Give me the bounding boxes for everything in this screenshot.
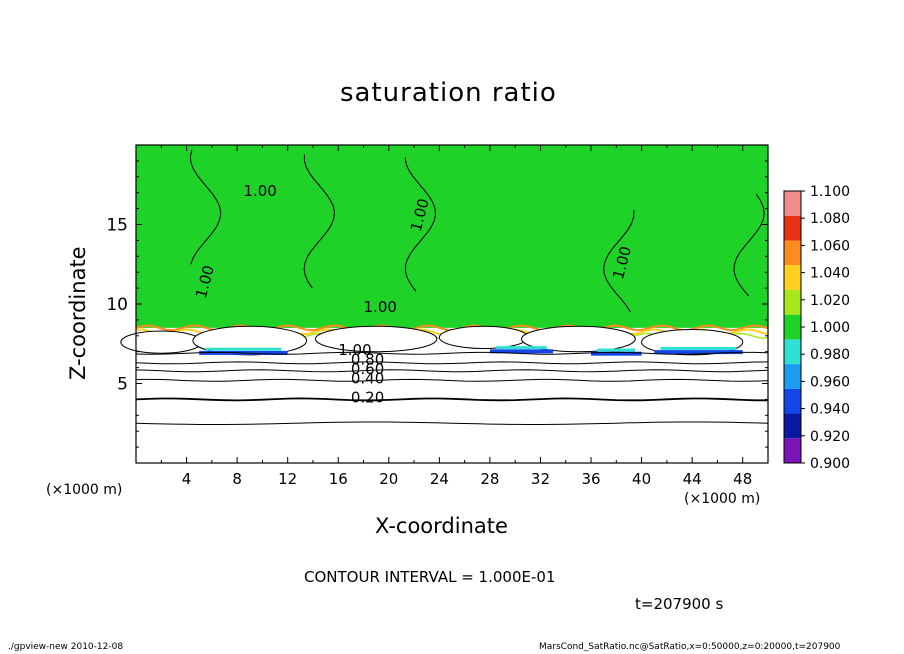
- colorbar-swatch: [784, 438, 801, 463]
- x-tick-label: 28: [480, 470, 499, 488]
- subsaturated-band: [597, 348, 636, 352]
- y-tick-label: 5: [117, 375, 128, 395]
- contour-label: 1.00: [338, 341, 371, 359]
- chart-title: saturation ratio: [340, 78, 557, 108]
- colorbar-label: 1.000: [810, 320, 850, 336]
- contour-label: 0.80: [351, 350, 384, 368]
- contour-line: [733, 194, 765, 297]
- contour-label: 1.00: [364, 298, 397, 316]
- contour-label: 0.20: [351, 389, 384, 407]
- dry-patch: [314, 325, 438, 353]
- dry-patch: [521, 325, 636, 353]
- colorbar-label: 1.080: [810, 211, 850, 227]
- colorbar-label: 0.920: [810, 429, 850, 445]
- x-tick-label: 32: [531, 470, 550, 488]
- colorbar-swatch: [784, 413, 801, 439]
- contour-line: [135, 351, 769, 355]
- colorbar-swatch: [784, 191, 801, 216]
- contour-line: [135, 378, 769, 382]
- footer-right: MarsCond_SatRatio.nc@SatRatio,x=0:50000,…: [539, 642, 841, 652]
- colorbar-label: 0.980: [810, 347, 850, 363]
- x-tick-label: 8: [232, 470, 242, 488]
- colorbar-swatch: [784, 388, 801, 414]
- contour-line: [135, 421, 769, 425]
- time-label: t=207900 s: [635, 595, 724, 613]
- colorbar-swatch: [784, 215, 801, 241]
- x-axis-label: X-coordinate: [375, 514, 508, 538]
- subsaturated-band: [496, 346, 547, 350]
- x-unit-label-right: (×1000 m): [684, 491, 761, 507]
- x-tick-label: 24: [430, 470, 449, 488]
- subsaturated-band: [489, 349, 554, 354]
- colorbar-label: 1.060: [810, 238, 850, 254]
- subsaturated-band: [660, 346, 737, 350]
- contour-line: [135, 397, 768, 402]
- colorbar-swatch: [784, 314, 801, 340]
- colorbar-swatch: [784, 364, 801, 389]
- x-tick-label: 40: [632, 470, 651, 488]
- subsaturated-band: [654, 350, 743, 355]
- x-tick-label: 16: [329, 470, 348, 488]
- colorbar-swatch: [784, 265, 801, 290]
- y-axis-label: Z-coordinate: [66, 246, 90, 380]
- subsaturated-band: [591, 351, 642, 356]
- footer-left: ./gpview-new 2010-12-08: [8, 642, 124, 652]
- dry-patch: [120, 330, 203, 354]
- contour-line: [189, 149, 222, 265]
- y-tick-label: 10: [106, 295, 128, 315]
- colorbar-swatch: [784, 289, 801, 315]
- contour-line: [135, 361, 769, 365]
- x-tick-label: 48: [733, 470, 752, 488]
- contour-line: [404, 157, 437, 292]
- colorbar-label: 1.020: [810, 293, 850, 309]
- contour-line: [303, 154, 335, 289]
- colorbar-label: 0.940: [810, 402, 850, 418]
- saturated-region: [136, 145, 768, 328]
- dry-patch: [438, 325, 529, 350]
- contour-label: 0.40: [351, 370, 384, 388]
- contour-label: 0.60: [351, 360, 384, 378]
- colorbar-label: 0.900: [810, 456, 850, 472]
- colorbar-label: 1.040: [810, 266, 850, 282]
- colorbar-swatch: [784, 339, 801, 365]
- colorbar-label: 1.100: [810, 184, 850, 200]
- contour-label: 1.00: [243, 182, 276, 200]
- contour-line: [603, 210, 635, 313]
- x-tick-label: 36: [581, 470, 600, 488]
- colorbar-swatch: [784, 240, 801, 266]
- contour-interval-label: CONTOUR INTERVAL = 1.000E-01: [304, 568, 556, 586]
- x-unit-label-left: (×1000 m): [46, 482, 123, 498]
- x-tick-label: 12: [278, 470, 297, 488]
- x-tick-label: 20: [379, 470, 398, 488]
- x-tick-label: 4: [182, 470, 192, 488]
- contour-line: [135, 369, 769, 373]
- subsaturated-band: [205, 347, 282, 351]
- x-tick-label: 44: [683, 470, 702, 488]
- colorbar-label: 0.960: [810, 374, 850, 390]
- y-tick-label: 15: [106, 216, 128, 236]
